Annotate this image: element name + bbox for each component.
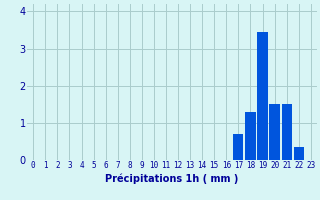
X-axis label: Précipitations 1h ( mm ): Précipitations 1h ( mm ) <box>105 173 239 184</box>
Bar <box>269 104 280 160</box>
Bar <box>257 32 268 160</box>
Bar <box>293 147 304 160</box>
Bar <box>245 112 256 160</box>
Bar <box>282 104 292 160</box>
Bar <box>233 134 244 160</box>
